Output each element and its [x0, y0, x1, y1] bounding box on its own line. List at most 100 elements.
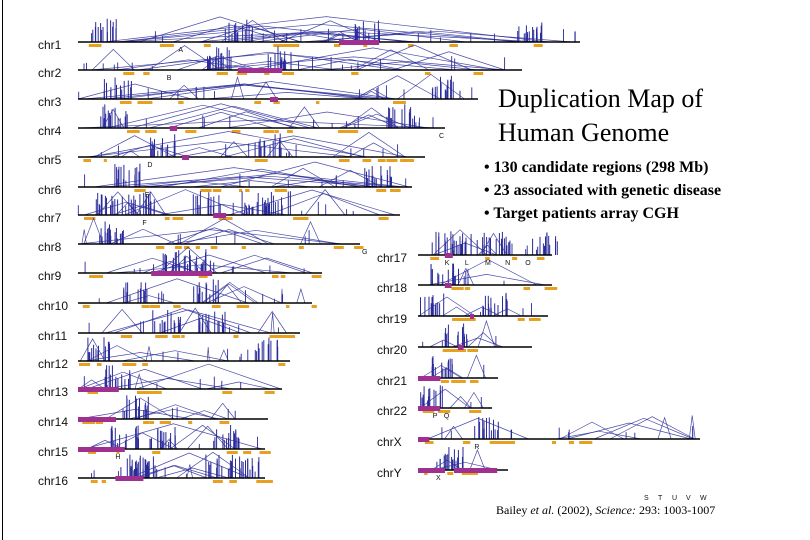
duplication-link: [117, 23, 520, 43]
duplication-link: [467, 268, 469, 286]
disease-region-letter: N: [505, 260, 510, 267]
segmental-duplication: [286, 305, 290, 308]
disease-region-letter: F: [142, 220, 146, 227]
segmental-duplication: [254, 159, 268, 162]
duplication-link: [93, 167, 375, 188]
duplication-link: [165, 227, 264, 245]
segmental-duplication: [198, 275, 208, 278]
segmental-duplication: [464, 287, 471, 290]
chromosome-label: chrY: [377, 466, 402, 480]
bullet-list: • 130 candidate regions (298 Mb) • 23 as…: [484, 156, 721, 225]
disease-region-letter: U: [672, 495, 677, 502]
duplication-link: [267, 193, 380, 216]
duplication-link: [136, 363, 282, 390]
duplication-link: [91, 48, 135, 71]
duplication-link: [81, 229, 87, 245]
segmental-duplication: [222, 217, 233, 220]
duplication-link: [83, 217, 104, 245]
segmental-duplication: [451, 380, 464, 383]
chromosome-label: chr4: [38, 124, 62, 138]
duplication-link: [332, 131, 406, 158]
segmental-duplication: [83, 159, 91, 162]
disease-region-letter: L: [465, 260, 469, 267]
interchromosomal-duplication: [213, 213, 227, 218]
segmental-duplication: [386, 159, 398, 162]
segmental-duplication: [273, 101, 280, 104]
duplication-link: [202, 283, 256, 304]
duplication-link: [131, 103, 311, 129]
segmental-duplication: [362, 159, 372, 162]
segmental-duplication: [222, 391, 233, 394]
disease-region-letter: S: [644, 495, 649, 502]
segmental-duplication: [293, 217, 304, 220]
segmental-duplication: [422, 410, 435, 413]
segmental-duplication: [452, 318, 462, 321]
segmental-duplication: [333, 246, 344, 249]
segmental-duplication: [274, 130, 279, 133]
duplication-link: [688, 415, 696, 440]
segmental-duplication: [138, 391, 151, 394]
segmental-duplication: [150, 391, 162, 394]
segmental-duplication: [116, 451, 120, 454]
duplication-link: [467, 332, 499, 348]
duplication-link: [254, 81, 278, 100]
chromosome-label: chr2: [38, 66, 62, 80]
duplication-link: [179, 218, 269, 245]
segmental-duplication: [469, 410, 482, 413]
duplication-link: [78, 229, 342, 245]
duplication-link: [220, 257, 313, 274]
duplication-link: [84, 423, 263, 450]
duplication-link: [348, 142, 400, 158]
duplication-link: [134, 373, 144, 390]
segmental-duplication: [424, 72, 431, 75]
segmental-duplication: [212, 189, 222, 192]
segmental-duplication: [149, 421, 154, 424]
segmental-duplication: [181, 335, 185, 338]
segmental-duplication: [424, 472, 428, 475]
duplication-link: [123, 295, 175, 304]
interchromosomal-duplication: [418, 406, 441, 411]
duplication-link: [477, 244, 498, 256]
segmental-duplication: [84, 217, 96, 220]
disease-region-letter: A: [178, 47, 183, 54]
segmental-duplication: [122, 363, 131, 366]
duplication-link: [86, 345, 148, 362]
duplication-link: [272, 180, 362, 188]
segmental-duplication: [447, 472, 454, 475]
segmental-duplication: [156, 246, 165, 249]
duplication-link: [119, 83, 370, 100]
duplication-link: [159, 317, 241, 334]
segmental-duplication: [376, 189, 382, 192]
segmental-duplication: [276, 189, 287, 192]
segmental-duplication: [278, 363, 286, 366]
chromosome-label: chr8: [38, 240, 62, 254]
duplication-link: [77, 83, 192, 100]
segmental-duplication: [276, 335, 286, 338]
duplication-link: [151, 254, 267, 274]
segmental-duplication: [143, 72, 150, 75]
segmental-duplication: [159, 44, 168, 47]
chromosome-label: chr5: [38, 153, 62, 167]
segmental-duplication: [120, 335, 133, 338]
segmental-duplication: [263, 130, 275, 133]
segmental-duplication: [377, 159, 386, 162]
segmental-duplication: [178, 101, 184, 104]
duplication-link: [191, 180, 311, 188]
segmental-duplication: [82, 421, 95, 424]
interchromosomal-duplication: [115, 476, 144, 481]
segmental-duplication: [390, 189, 401, 192]
citation-journal: Science:: [595, 503, 636, 517]
segmental-duplication: [174, 217, 183, 220]
duplication-link: [210, 402, 236, 420]
segmental-duplication: [174, 246, 182, 249]
duplication-link: [469, 449, 486, 471]
segmental-duplication: [469, 472, 478, 475]
segmental-duplication: [316, 101, 320, 104]
chromosome-label: chr1: [38, 38, 62, 52]
chromosome-label: chr15: [38, 445, 68, 459]
duplication-link: [142, 260, 198, 274]
interchromosomal-duplication: [78, 417, 116, 422]
interchromosomal-duplication: [339, 40, 380, 45]
segmental-duplication: [552, 441, 556, 444]
duplication-link: [202, 254, 307, 274]
